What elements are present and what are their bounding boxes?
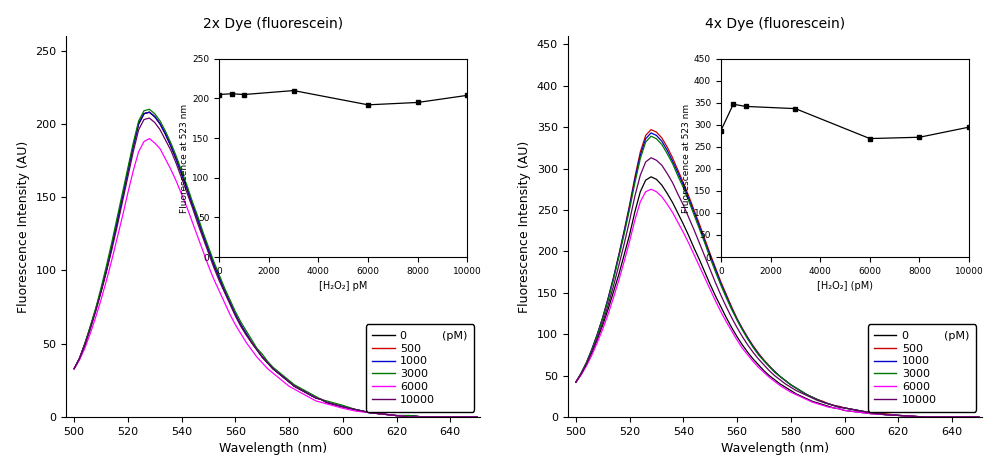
Title: 2x Dye (fluorescein): 2x Dye (fluorescein)	[202, 17, 343, 31]
Y-axis label: Fluorescence Intensity (AU): Fluorescence Intensity (AU)	[17, 140, 30, 312]
Legend: 0          (pM), 500, 1000, 3000, 6000, 10000: 0 (pM), 500, 1000, 3000, 6000, 10000	[868, 324, 976, 412]
Legend: 0          (pM), 500, 1000, 3000, 6000, 10000: 0 (pM), 500, 1000, 3000, 6000, 10000	[366, 324, 474, 412]
Y-axis label: Fluorescence Intensity (AU): Fluorescence Intensity (AU)	[518, 140, 531, 312]
X-axis label: Wavelength (nm): Wavelength (nm)	[218, 442, 327, 455]
X-axis label: Wavelength (nm): Wavelength (nm)	[720, 442, 829, 455]
Title: 4x Dye (fluorescein): 4x Dye (fluorescein)	[704, 17, 845, 31]
